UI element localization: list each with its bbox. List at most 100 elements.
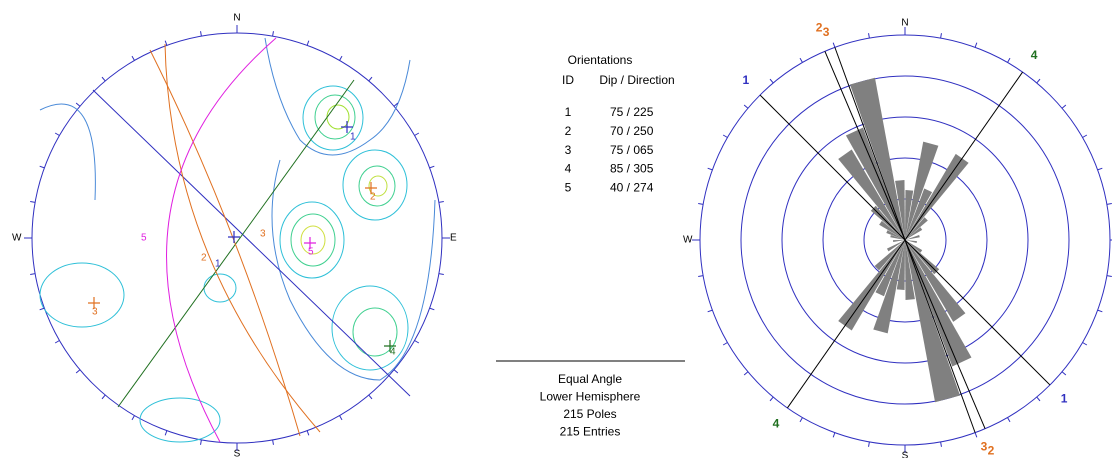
tick — [1036, 78, 1041, 84]
south-label: S — [234, 449, 241, 458]
tick — [30, 273, 36, 275]
rose-petal — [905, 234, 920, 240]
tick — [1082, 342, 1088, 346]
row-value: 75 / 065 — [610, 143, 654, 157]
rose-petal — [890, 234, 905, 240]
plane-label: 2 — [201, 253, 207, 264]
tick — [698, 275, 704, 277]
table-title: Orientations — [568, 53, 633, 67]
east-label: E — [450, 233, 457, 244]
rose-petal — [849, 77, 905, 240]
net-circle — [31, 32, 443, 444]
tick — [1106, 203, 1112, 205]
tick — [769, 396, 774, 402]
tick — [39, 165, 45, 169]
tick — [414, 132, 420, 136]
tick — [1097, 167, 1103, 171]
tick — [272, 439, 274, 445]
tick — [339, 55, 343, 61]
table-header: Dip / Direction — [599, 73, 674, 87]
tick — [30, 201, 36, 203]
tick — [75, 369, 81, 374]
tick — [832, 42, 836, 48]
rose-petal — [905, 217, 928, 240]
tick — [940, 33, 942, 39]
rose-south: S — [902, 451, 909, 458]
rose-petal — [905, 240, 917, 244]
set-label: 4 — [1031, 48, 1038, 62]
rose-petal — [905, 153, 969, 240]
rose-petal — [893, 240, 905, 242]
tick — [1036, 396, 1041, 402]
rose-ring — [863, 198, 947, 282]
tick — [272, 31, 274, 37]
tick — [974, 432, 978, 438]
set-label: 2 — [816, 21, 823, 35]
tick — [722, 134, 728, 138]
rose-petal — [905, 240, 961, 403]
tick — [743, 371, 749, 376]
tick — [368, 394, 373, 400]
row-value: 40 / 274 — [610, 180, 654, 194]
rose-petal — [905, 240, 966, 322]
tick — [306, 430, 310, 436]
tick — [722, 342, 728, 346]
rose-petal — [905, 240, 923, 253]
tick — [707, 167, 713, 171]
tick — [940, 441, 942, 447]
tick — [414, 340, 420, 344]
west-label: W — [12, 233, 22, 244]
rose-petal — [905, 190, 914, 240]
set-label: 3 — [981, 439, 988, 453]
rose-ring — [740, 75, 1070, 405]
pole-label: 4 — [390, 347, 396, 358]
summary-line: Equal Angle — [558, 372, 622, 386]
tick — [707, 309, 713, 313]
rose-petal — [838, 240, 905, 331]
row-id: 4 — [565, 162, 572, 176]
contours — [39, 37, 436, 443]
tick — [131, 415, 135, 421]
tick — [868, 441, 870, 447]
tick — [799, 57, 803, 63]
summary: Equal Angle Lower Hemisphere 215 Poles 215 … — [540, 372, 641, 439]
rose-petal — [879, 220, 905, 240]
summary-line: Lower Hemisphere — [540, 390, 641, 404]
tick — [743, 104, 749, 109]
tick — [101, 76, 106, 82]
rose-petal — [874, 240, 905, 271]
tick — [868, 33, 870, 39]
row-value: 75 / 225 — [610, 105, 654, 119]
tick — [1007, 417, 1011, 423]
tick — [799, 417, 803, 423]
table-rows: 1 75 / 225 2 70 / 250 3 75 / 065 4 85 / 305 5 40 … — [565, 105, 654, 194]
row-value: 85 / 305 — [610, 162, 654, 176]
rose-petal — [838, 149, 905, 240]
north-label: N — [233, 13, 240, 24]
rose-petal — [875, 240, 905, 297]
table-header: ID — [562, 73, 574, 87]
plane-label: 1 — [215, 259, 221, 270]
row-id: 1 — [565, 105, 572, 119]
tick — [393, 369, 399, 374]
rose-petal — [895, 180, 905, 240]
row-value: 70 / 250 — [610, 124, 654, 138]
tick — [698, 203, 704, 205]
rose-ring — [822, 157, 988, 323]
tick — [393, 102, 399, 107]
rose-petal — [905, 141, 939, 240]
tick — [164, 40, 168, 46]
set-label: 1 — [1061, 391, 1068, 405]
tick — [429, 165, 435, 169]
row-id: 5 — [565, 180, 572, 194]
rose-petal — [905, 227, 923, 240]
tick — [974, 42, 978, 48]
rose-petal — [905, 188, 933, 240]
rose-petal — [905, 240, 972, 367]
tick — [1061, 371, 1067, 376]
pole-markers — [88, 121, 396, 352]
tick — [438, 273, 444, 275]
set-label: 1 — [743, 73, 750, 87]
tick — [54, 132, 60, 136]
